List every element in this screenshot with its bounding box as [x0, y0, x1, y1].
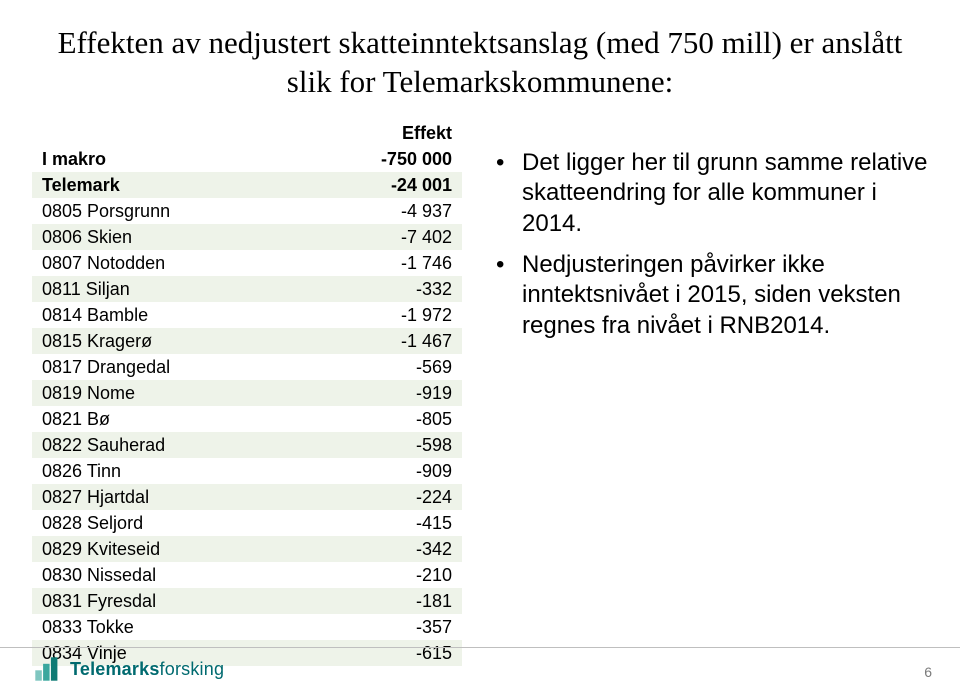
- table-cell-label: 0806 Skien: [32, 224, 298, 250]
- slide: Effekten av nedjustert skatteinntektsans…: [0, 0, 960, 694]
- table-wrap: Effekt I makro-750 000Telemark-24 001080…: [32, 120, 462, 666]
- table-cell-value: -357: [298, 614, 462, 640]
- table-row: I makro-750 000: [32, 146, 462, 172]
- table-cell-value: -24 001: [298, 172, 462, 198]
- table-cell-label: 0822 Sauherad: [32, 432, 298, 458]
- table-cell-value: -615: [298, 640, 462, 666]
- table-row: 0821 Bø-805: [32, 406, 462, 432]
- table-row: 0833 Tokke-357: [32, 614, 462, 640]
- table-cell-label: 0814 Bamble: [32, 302, 298, 328]
- table-row: 0811 Siljan-332: [32, 276, 462, 302]
- table-row: 0830 Nissedal-210: [32, 562, 462, 588]
- bullet-item: Nedjusteringen påvirker ikke inntektsniv…: [496, 250, 928, 342]
- table-row: 0807 Notodden-1 746: [32, 250, 462, 276]
- bullet-list: Det ligger her til grunn samme relative …: [496, 148, 928, 342]
- table-header-label: [32, 120, 298, 146]
- table-cell-label: 0805 Porsgrunn: [32, 198, 298, 224]
- table-row: 0828 Seljord-415: [32, 510, 462, 536]
- table-row: 0822 Sauherad-598: [32, 432, 462, 458]
- table-cell-value: -1 467: [298, 328, 462, 354]
- table-cell-label: 0830 Nissedal: [32, 562, 298, 588]
- table-cell-value: -210: [298, 562, 462, 588]
- page-title: Effekten av nedjustert skatteinntektsans…: [32, 24, 928, 102]
- table-cell-label: 0821 Bø: [32, 406, 298, 432]
- table-cell-value: -342: [298, 536, 462, 562]
- logo-text: Telemarksforsking: [70, 659, 224, 680]
- table-row: 0827 Hjartdal-224: [32, 484, 462, 510]
- table-cell-value: -415: [298, 510, 462, 536]
- table-cell-value: -4 937: [298, 198, 462, 224]
- table-cell-label: 0807 Notodden: [32, 250, 298, 276]
- table-cell-label: 0827 Hjartdal: [32, 484, 298, 510]
- table-row: 0806 Skien-7 402: [32, 224, 462, 250]
- table-cell-value: -569: [298, 354, 462, 380]
- table-row: 0815 Kragerø-1 467: [32, 328, 462, 354]
- table-cell-label: 0828 Seljord: [32, 510, 298, 536]
- footer-divider: [0, 647, 960, 648]
- table-cell-value: -332: [298, 276, 462, 302]
- table-cell-value: -1 746: [298, 250, 462, 276]
- logo-bold: Telemarks: [70, 659, 160, 679]
- page-number: 6: [924, 664, 932, 680]
- data-table: Effekt I makro-750 000Telemark-24 001080…: [32, 120, 462, 666]
- table-cell-value: -598: [298, 432, 462, 458]
- table-row: 0819 Nome-919: [32, 380, 462, 406]
- table-row: 0817 Drangedal-569: [32, 354, 462, 380]
- logo-bar-3: [51, 657, 58, 680]
- table-cell-label: 0826 Tinn: [32, 458, 298, 484]
- table-cell-value: -181: [298, 588, 462, 614]
- table-cell-label: 0831 Fyresdal: [32, 588, 298, 614]
- table-cell-label: Telemark: [32, 172, 298, 198]
- table-cell-label: 0811 Siljan: [32, 276, 298, 302]
- table-row: Telemark-24 001: [32, 172, 462, 198]
- table-row: 0829 Kviteseid-342: [32, 536, 462, 562]
- table-cell-value: -805: [298, 406, 462, 432]
- table-header-value: Effekt: [298, 120, 462, 146]
- bullet-item: Det ligger her til grunn samme relative …: [496, 148, 928, 240]
- table-row: 0826 Tinn-909: [32, 458, 462, 484]
- table-cell-label: 0829 Kviteseid: [32, 536, 298, 562]
- logo-bar-1: [35, 670, 42, 680]
- table-body: I makro-750 000Telemark-24 0010805 Porsg…: [32, 146, 462, 666]
- table-cell-label: I makro: [32, 146, 298, 172]
- table-header-row: Effekt: [32, 120, 462, 146]
- table-cell-label: 0815 Kragerø: [32, 328, 298, 354]
- table-cell-value: -919: [298, 380, 462, 406]
- content-row: Effekt I makro-750 000Telemark-24 001080…: [32, 120, 928, 666]
- table-cell-value: -909: [298, 458, 462, 484]
- bullet-list-wrap: Det ligger her til grunn samme relative …: [496, 120, 928, 666]
- table-cell-value: -7 402: [298, 224, 462, 250]
- footer: Telemarksforsking: [34, 656, 224, 682]
- table-cell-value: -1 972: [298, 302, 462, 328]
- logo-icon: [34, 656, 60, 682]
- logo-light: forsking: [160, 659, 225, 679]
- table-cell-label: 0833 Tokke: [32, 614, 298, 640]
- table-row: 0814 Bamble-1 972: [32, 302, 462, 328]
- table-row: 0831 Fyresdal-181: [32, 588, 462, 614]
- table-cell-value: -224: [298, 484, 462, 510]
- table-row: 0805 Porsgrunn-4 937: [32, 198, 462, 224]
- table-cell-value: -750 000: [298, 146, 462, 172]
- logo-bar-2: [43, 664, 50, 681]
- table-cell-label: 0819 Nome: [32, 380, 298, 406]
- table-cell-label: 0817 Drangedal: [32, 354, 298, 380]
